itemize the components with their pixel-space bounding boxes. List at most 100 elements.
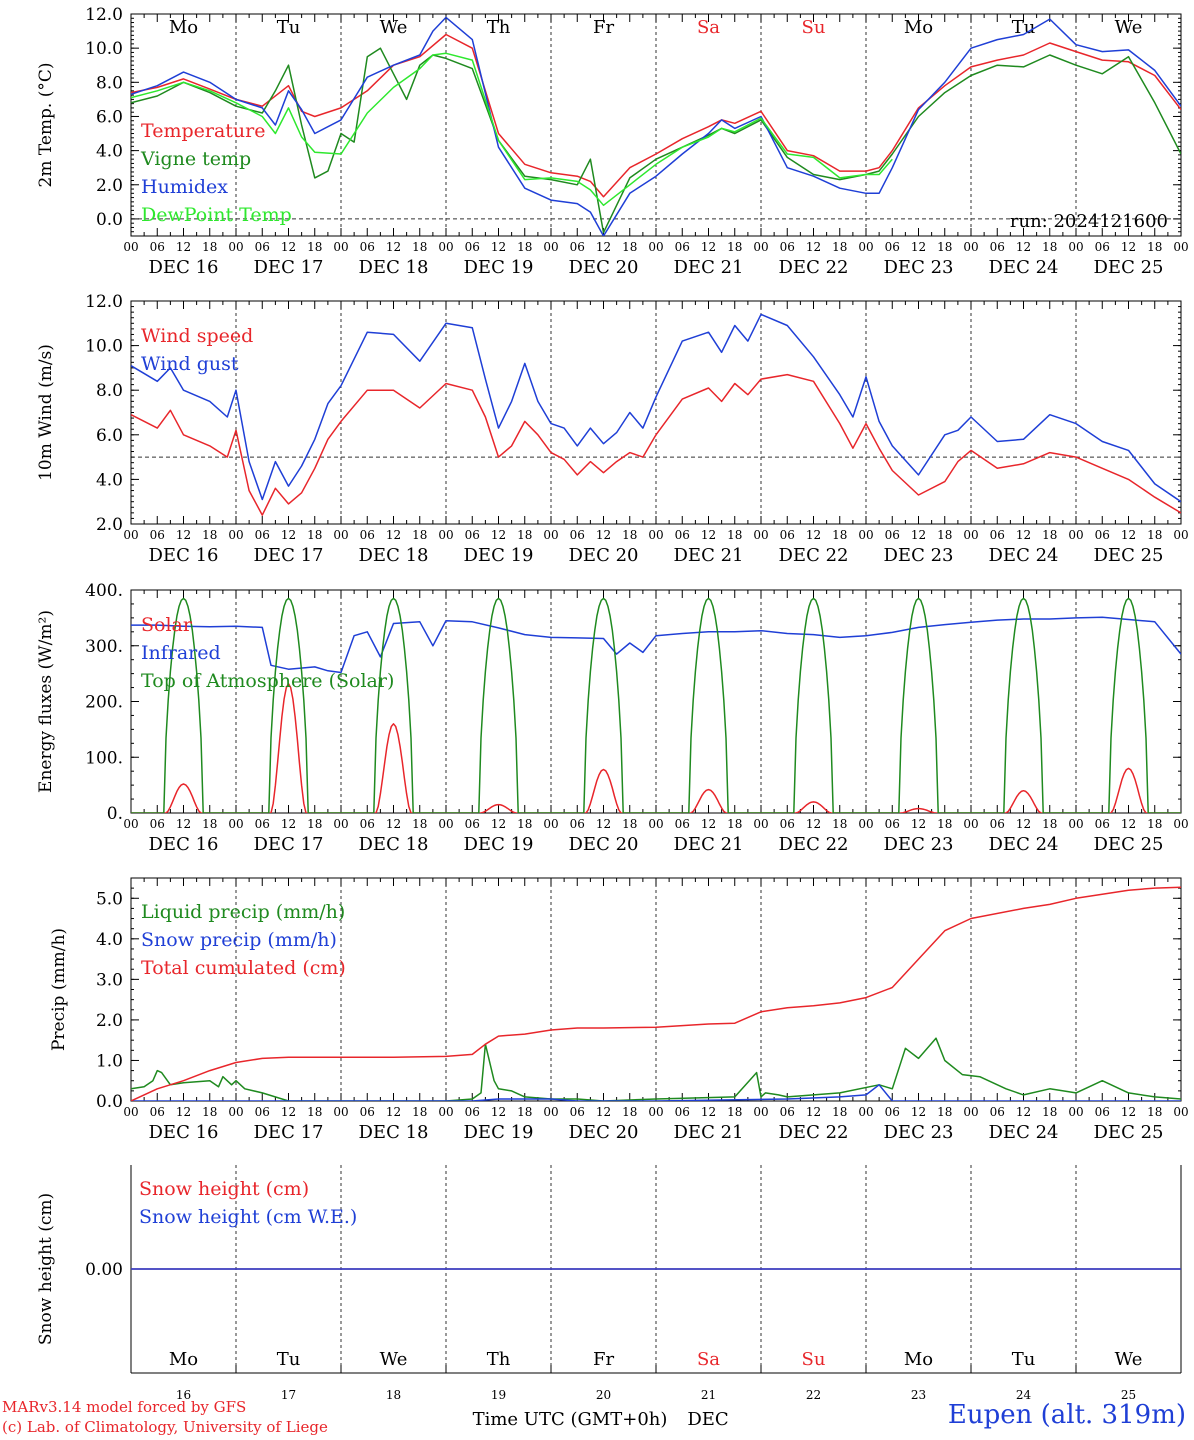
hour-tick-label: 18 [307,1105,322,1119]
date-label: DEC 20 [569,1122,639,1143]
date-label: DEC 20 [569,834,639,855]
series-line-infrared [131,616,1181,674]
hour-tick-label: 00 [1173,528,1188,542]
hour-tick-label: 18 [1147,528,1162,542]
y-tick-label: 4.0 [96,930,123,950]
weekday-label: Mo [904,1349,933,1370]
hour-tick-label: 00 [438,817,453,831]
hour-tick-label: 06 [255,1105,270,1119]
weekday-label: Sa [697,17,720,38]
weekday-label: Fr [593,1349,614,1370]
hour-tick-label: 00 [753,528,768,542]
hour-tick-label: 12 [386,1105,401,1119]
hour-tick-label: 12 [1121,1105,1136,1119]
legend-entry: Temperature [141,120,265,142]
date-label: DEC 24 [989,257,1059,278]
y-tick-label: 2.0 [96,515,123,535]
hour-tick-label: 12 [491,1105,506,1119]
date-label: DEC 20 [569,545,639,566]
plot-frame [130,589,1182,814]
hour-tick-label: 00 [333,240,348,254]
hour-tick-label: 12 [911,528,926,542]
y-tick-label: 12.0 [85,5,123,25]
weekday-label: We [380,1349,408,1370]
hour-tick-label: 00 [1173,817,1188,831]
day-number-label: 23 [911,1388,926,1402]
hour-tick-label: 12 [386,240,401,254]
hour-tick-label: 12 [701,240,716,254]
y-axis-title: Precip (mm/h) [49,928,69,1051]
lab-credit: (c) Lab. of Climatology, University of L… [2,1418,328,1436]
hour-tick-label: 06 [675,528,690,542]
hour-tick-label: 12 [701,817,716,831]
hour-tick-label: 18 [412,240,427,254]
hour-tick-label: 06 [570,1105,585,1119]
date-label: DEC 16 [149,257,219,278]
legend-entry: Total cumulated (cm) [141,957,346,979]
hour-tick-label: 06 [360,240,375,254]
hour-tick-label: 00 [648,528,663,542]
hour-tick-label: 12 [281,1105,296,1119]
hour-tick-label: 06 [465,528,480,542]
hour-tick-label: 12 [911,240,926,254]
weekday-label: Fr [593,17,614,38]
y-axis-title: Snow height (cm) [36,1193,56,1345]
date-label: DEC 22 [779,257,849,278]
hour-tick-label: 06 [570,817,585,831]
legend-entry: Snow height (cm W.E.) [139,1206,357,1228]
series-line-wind-gust [131,313,1181,503]
hour-tick-label: 00 [963,240,978,254]
hour-tick-label: 06 [150,1105,165,1119]
y-tick-label: 200. [85,693,123,713]
day-number-label: 22 [806,1388,821,1402]
legend-entry: Snow precip (mm/h) [141,929,337,951]
hour-tick-label: 18 [202,240,217,254]
hour-tick-label: 06 [990,240,1005,254]
hour-tick-label: 00 [228,1105,243,1119]
hour-tick-label: 12 [596,1105,611,1119]
hour-tick-label: 12 [176,240,191,254]
station-name: Eupen (alt. 319m) [947,1400,1186,1430]
date-label: DEC 24 [989,1122,1059,1143]
hour-tick-label: 12 [596,240,611,254]
date-label: DEC 21 [674,834,744,855]
hour-tick-label: 12 [806,240,821,254]
hour-tick-label: 06 [990,817,1005,831]
hour-tick-label: 18 [1147,817,1162,831]
legend-entry: Wind speed [141,325,253,347]
hour-tick-label: 12 [911,817,926,831]
hour-tick-label: 00 [753,817,768,831]
hour-tick-label: 18 [307,528,322,542]
hour-tick-label: 18 [622,528,637,542]
hour-tick-label: 00 [438,528,453,542]
hour-tick-label: 00 [648,240,663,254]
hour-tick-label: 00 [543,817,558,831]
hour-tick-label: 12 [491,817,506,831]
hour-tick-label: 00 [543,528,558,542]
weekday-label: Sa [697,1349,720,1370]
date-label: DEC 19 [464,834,534,855]
hour-tick-label: 00 [753,240,768,254]
series-line-snow-precip-mm-h [131,1084,1181,1101]
hour-tick-label: 18 [937,817,952,831]
y-tick-label: 8.0 [96,73,123,93]
legend-entry: Solar [141,614,193,636]
date-label: DEC 18 [359,545,429,566]
panel-snow: 16 17 18 19 20 21 22 23 24 25 0.00 Snow height (cm)… [36,1165,1182,1402]
legend-entry: Top of Atmosphere (Solar) [141,670,394,692]
hour-tick-label: 00 [438,240,453,254]
legend-entry: Vigne temp [140,148,251,170]
weekday-label: Mo [904,17,933,38]
weekday-label: We [1115,17,1143,38]
date-label: DEC 22 [779,834,849,855]
date-label: DEC 16 [149,1122,219,1143]
weekday-label: Tu [277,17,301,38]
hour-tick-label: 00 [1068,528,1083,542]
hour-tick-label: 18 [832,1105,847,1119]
hour-tick-label: 00 [648,817,663,831]
series-line-temperature [131,33,1181,198]
date-label: DEC 23 [884,545,954,566]
weekday-label: Tu [1012,1349,1036,1370]
y-tick-label: 0.0 [96,1092,123,1112]
date-label: DEC 16 [149,545,219,566]
